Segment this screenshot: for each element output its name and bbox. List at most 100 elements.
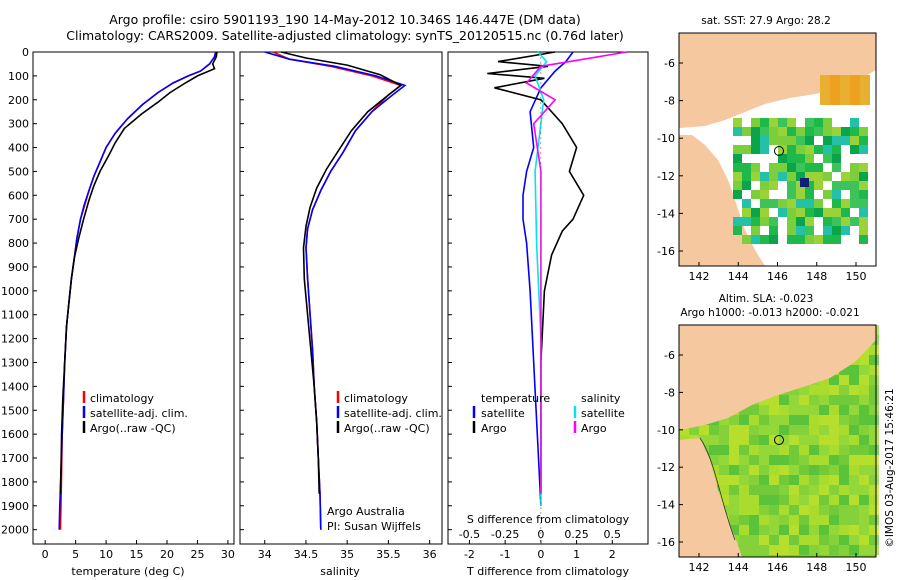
- series-line-satellite-adj-clim-: [264, 51, 407, 530]
- salinity-x-axis: 34 34.5 35 35.5 36: [258, 540, 437, 561]
- sla-cell: [859, 515, 869, 525]
- temperature-series: [58, 51, 218, 530]
- sst-cell: [841, 217, 850, 226]
- sla-cell: [749, 535, 759, 545]
- x-tick-label: -2: [464, 548, 475, 561]
- sla-cell: [849, 485, 859, 495]
- x-tick-label: 0: [42, 548, 49, 561]
- x-tick-label: -1: [500, 548, 511, 561]
- lon-tick-label: 144: [728, 561, 749, 574]
- sla-cell: [779, 525, 789, 535]
- sst-cell: [742, 163, 751, 172]
- depth-tick-label: 800: [8, 237, 29, 250]
- lat-tick-label: -8: [664, 95, 675, 108]
- sst-cell: [859, 163, 868, 172]
- sla-cell: [829, 485, 839, 495]
- series-line-temperature-satellite: [522, 51, 574, 506]
- sla-cell: [799, 455, 809, 465]
- sla-cell: [789, 525, 799, 535]
- sla-cell: [859, 475, 869, 485]
- sst-cell: [814, 235, 823, 244]
- sla-cell: [809, 525, 819, 535]
- sst-cell: [751, 172, 760, 181]
- sst-cell: [760, 217, 769, 226]
- sla-cell: [819, 425, 829, 435]
- sla-cell: [749, 475, 759, 485]
- sla-cell: [849, 425, 859, 435]
- sla-cell: [869, 455, 879, 465]
- sla-cell: [799, 535, 809, 545]
- sla-cell: [789, 505, 799, 515]
- difference-series: [487, 51, 627, 544]
- sla-lat-axis: -6 -8 -10 -12 -14 -16: [657, 349, 683, 549]
- sla-cell: [749, 465, 759, 475]
- sst-cell: [769, 127, 778, 136]
- top-tick-label: -0.5: [459, 528, 480, 541]
- sst-cell: [733, 172, 742, 181]
- sla-cell: [709, 445, 719, 455]
- sla-cell: [789, 385, 799, 395]
- sla-cell: [849, 435, 859, 445]
- sla-cell: [849, 365, 859, 375]
- sla-cell: [759, 505, 769, 515]
- sla-cell: [859, 535, 869, 545]
- sla-cell: [779, 515, 789, 525]
- sla-cell: [769, 405, 779, 415]
- sst-cell: [859, 145, 868, 154]
- sla-cell: [819, 545, 829, 555]
- title-line-1: Argo profile: csiro 5901193_190 14-May-2…: [109, 12, 581, 27]
- sla-cell: [809, 415, 819, 425]
- sst-cell: [805, 226, 814, 235]
- sla-cell: [729, 435, 739, 445]
- sla-cell: [859, 485, 869, 495]
- sla-cell: [809, 495, 819, 505]
- sla-cell: [859, 455, 869, 465]
- depth-tick-label: 1400: [1, 380, 29, 393]
- sla-cell: [829, 385, 839, 395]
- sst-cell: [769, 217, 778, 226]
- lat-tick-label: -14: [657, 207, 675, 220]
- sla-cell: [849, 505, 859, 515]
- sla-cell: [749, 405, 759, 415]
- sla-cell: [869, 415, 879, 425]
- sst-cell-warm: [860, 85, 870, 95]
- sla-cell: [749, 425, 759, 435]
- altim-label-2: Argo h1000: -0.013 h2000: -0.021: [680, 307, 859, 319]
- sla-cell: [819, 525, 829, 535]
- sla-cell: [839, 375, 849, 385]
- sst-cell: [805, 181, 814, 190]
- sst-cell: [850, 172, 859, 181]
- sst-cell: [841, 127, 850, 136]
- sla-cell: [839, 385, 849, 395]
- sst-cell: [814, 145, 823, 154]
- sla-cell: [849, 475, 859, 485]
- sla-cell: [829, 545, 839, 555]
- sla-cell: [839, 415, 849, 425]
- sla-cell: [829, 395, 839, 405]
- sst-cell: [796, 172, 805, 181]
- depth-tick-label: 2000: [1, 524, 29, 537]
- sla-cell: [719, 445, 729, 455]
- sla-cell: [679, 425, 689, 435]
- sla-cell: [809, 395, 819, 405]
- sla-cell: [739, 485, 749, 495]
- altim-label-1: Altim. SLA: -0.023: [719, 293, 814, 305]
- sst-cell: [787, 154, 796, 163]
- sla-cell: [729, 505, 739, 515]
- sla-cell: [869, 405, 879, 415]
- sla-contour: [699, 437, 736, 541]
- sst-cell: [832, 190, 841, 199]
- sla-cell: [839, 435, 849, 445]
- legend-argo-label-2: Argo(..raw -QC): [344, 422, 430, 435]
- sla-cell: [819, 445, 829, 455]
- sla-cell: [829, 375, 839, 385]
- sla-cell: [789, 445, 799, 455]
- sla-cell: [739, 525, 749, 535]
- sst-cell: [850, 190, 859, 199]
- sst-cell: [832, 226, 841, 235]
- sla-cell: [799, 495, 809, 505]
- sst-cell: [733, 118, 742, 127]
- sla-cell: [739, 435, 749, 445]
- difference-axes-frame: [447, 51, 649, 545]
- sst-cell: [742, 208, 751, 217]
